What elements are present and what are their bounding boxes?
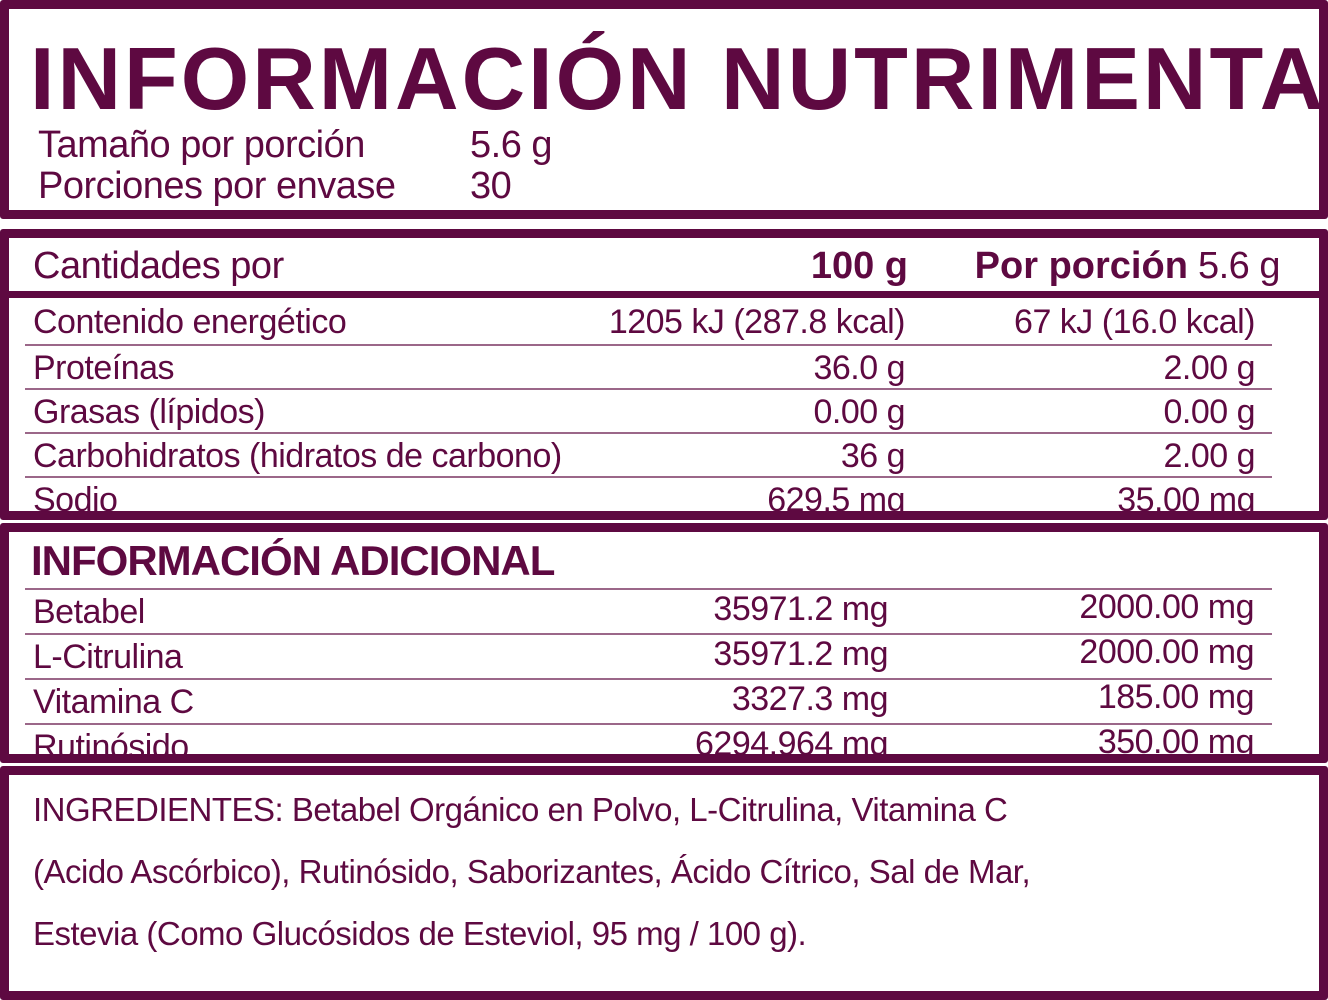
value-per-100g: 36.0 g: [813, 349, 905, 387]
value-per-100g: 3327.3 mg: [731, 680, 889, 718]
nutrition-row-carbs: Carbohidratos (hidratos de carbono) 36 g…: [9, 434, 1319, 476]
row-label: Carbohidratos (hidratos de carbono): [33, 437, 562, 475]
servings-per-container-label: Porciones por envase: [38, 165, 396, 207]
value-per-portion: 2.00 g: [1163, 349, 1255, 387]
value-per-100g: 1205 kJ (287.8 kcal): [608, 303, 906, 341]
serving-size-row: Tamaño por porción 5.6 g: [9, 125, 1319, 166]
col-100g-header: 100 g: [810, 245, 908, 287]
value-per-100g: 35971.2 mg: [713, 590, 888, 628]
nutrition-row-sodium: Sodio 629.5 mg 35.00 mg: [9, 478, 1319, 520]
serving-size-label: Tamaño por porción: [38, 124, 365, 166]
ingredients-text: INGREDIENTES: Betabel Orgánico en Polvo,…: [9, 775, 1319, 965]
amounts-header-label: Cantidades por: [33, 245, 284, 287]
header-thick-divider: [9, 291, 1319, 298]
additional-info-title: INFORMACIÓN ADICIONAL: [31, 537, 555, 584]
additional-row-beet: Betabel 35971.2 mg 2000.00 mg: [9, 588, 1319, 633]
row-label: Betabel: [33, 593, 145, 631]
additional-row-citrulline: L-Citrulina 35971.2 mg 2000.00 mg: [9, 633, 1319, 678]
value-per-portion: 2000.00 mg: [1079, 588, 1254, 626]
additional-row-rutinoside: Rutinósido 6294.964 mg 350.00 mg: [9, 723, 1319, 768]
value-per-portion: 2000.00 mg: [1079, 633, 1254, 671]
amounts-box: Cantidades por 100 g Por porción 5.6 g C…: [0, 229, 1328, 520]
row-label: Contenido energético: [33, 303, 347, 341]
value-per-portion: 0.00 g: [1163, 393, 1255, 431]
nutrition-row-protein: Proteínas 36.0 g 2.00 g: [9, 346, 1319, 388]
value-per-portion: 67 kJ (16.0 kcal): [1014, 303, 1255, 341]
row-divider: [25, 432, 1272, 434]
value-per-portion: 350.00 mg: [1097, 723, 1255, 761]
servings-per-container-value: 30: [470, 165, 512, 207]
value-per-portion: 35.00 mg: [1117, 481, 1255, 519]
value-per-100g: 629.5 mg: [767, 481, 905, 519]
row-divider: [25, 344, 1272, 346]
title-box: INFORMACIÓN NUTRIMENTAL Tamaño por porci…: [0, 0, 1328, 219]
ingredients-line: INGREDIENTES: Betabel Orgánico en Polvo,…: [33, 791, 1008, 828]
row-label: Vitamina C: [33, 683, 194, 721]
row-label: L-Citrulina: [33, 638, 183, 676]
additional-info-box: INFORMACIÓN ADICIONAL Betabel 35971.2 mg…: [0, 523, 1328, 766]
row-divider: [25, 633, 1272, 635]
ingredients-line: (Acido Ascórbico), Rutinósido, Saborizan…: [33, 853, 1031, 890]
row-divider: [25, 723, 1272, 725]
value-per-portion: 2.00 g: [1163, 437, 1255, 475]
col-portion-header-label: Por porción: [974, 245, 1188, 287]
value-per-100g: 0.00 g: [813, 393, 905, 431]
row-label: Sodio: [33, 481, 118, 519]
amounts-header-row: Cantidades por 100 g Por porción 5.6 g: [9, 238, 1319, 291]
value-per-100g: 36 g: [840, 437, 906, 475]
ingredients-line: Estevia (Como Glucósidos de Esteviol, 95…: [33, 915, 807, 952]
value-per-100g: 6294.964 mg: [695, 725, 889, 763]
row-label: Rutinósido: [33, 728, 189, 766]
label-title: INFORMACIÓN NUTRIMENTAL: [30, 29, 1328, 128]
row-label: Grasas (lípidos): [33, 393, 265, 431]
row-divider: [25, 388, 1272, 390]
value-per-100g: 35971.2 mg: [713, 635, 888, 673]
col-portion-header: Por porción 5.6 g: [974, 238, 1281, 294]
heading-divider: [25, 588, 1272, 590]
serving-size-value: 5.6 g: [470, 124, 553, 166]
additional-row-vitamin-c: Vitamina C 3327.3 mg 185.00 mg: [9, 678, 1319, 723]
col-portion-header-size: 5.6 g: [1197, 245, 1281, 287]
row-divider: [25, 476, 1272, 478]
value-per-portion: 185.00 mg: [1097, 678, 1255, 716]
servings-per-container-row: Porciones por envase 30: [9, 166, 1319, 207]
nutrition-row-energy: Contenido energético 1205 kJ (287.8 kcal…: [9, 298, 1319, 344]
nutrition-row-fat: Grasas (lípidos) 0.00 g 0.00 g: [9, 390, 1319, 432]
ingredients-box: INGREDIENTES: Betabel Orgánico en Polvo,…: [0, 766, 1328, 1000]
row-divider: [25, 678, 1272, 680]
row-label: Proteínas: [33, 349, 175, 387]
